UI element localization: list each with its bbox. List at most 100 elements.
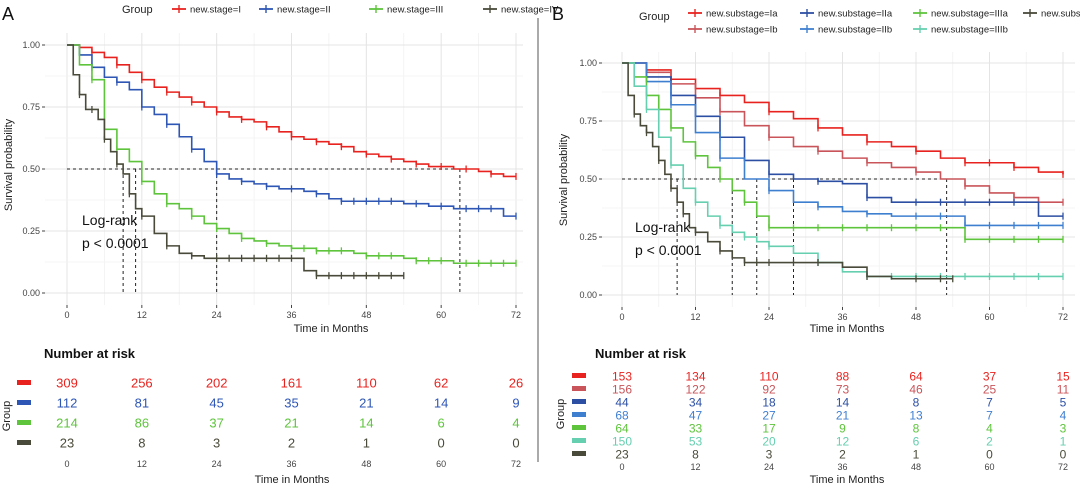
panel-b-risk-2-1: 34	[689, 396, 703, 410]
panel-b-risk-4-0: 64	[615, 422, 629, 436]
panel-a-risk-1-0: 112	[57, 396, 78, 411]
panel-b-risk-2-6: 5	[1060, 396, 1067, 410]
panel-b-risk-5-4: 6	[913, 435, 920, 449]
panel-b-risk-1-5: 25	[983, 383, 997, 397]
panel-b-risk-swatch-2	[572, 399, 586, 404]
panel-a-risk-0-0: 309	[56, 376, 78, 391]
panel-a-xtick-label-0: 0	[64, 310, 69, 320]
panel-b-risk-6-2: 3	[766, 448, 773, 462]
panel-a-risk-swatch-0	[17, 380, 31, 385]
panel-a-survival-curves	[67, 44, 517, 280]
panel-b-risk-3-3: 21	[836, 409, 850, 423]
panel-b-legend-title: Group	[639, 11, 670, 23]
panel-b-risk-title: Number at risk	[595, 346, 687, 361]
panel-b-risk-5-6: 1	[1060, 435, 1067, 449]
panel-a-risk-0-6: 26	[509, 376, 523, 391]
panel-b-logrank-pvalue: p < 0.0001	[635, 242, 702, 258]
panel-b-risk-xtick-3: 36	[837, 462, 847, 472]
panel-b-ytick-label-4: 1.00	[579, 58, 597, 68]
panel-b-risk-1-4: 46	[909, 383, 923, 397]
panel-b-risk-xtick-2: 24	[764, 462, 774, 472]
panel-b-x-axis-label: Time in Months	[810, 323, 885, 335]
panel-b-risk-xtick-1: 12	[690, 462, 700, 472]
panel-b-risk-4-4: 8	[913, 422, 920, 436]
panel-b-risk-3-1: 47	[689, 409, 703, 423]
panel-a-xtick-label-5: 60	[436, 310, 446, 320]
panel-b-risk-1-3: 73	[836, 383, 850, 397]
panel-a-risk-0-2: 202	[206, 376, 228, 391]
panel-a-risk-group-label: Group	[1, 401, 13, 432]
panel-b-y-axis-label: Survival probability	[558, 133, 570, 226]
panel-a-legend-label-3: new.stage=IV	[501, 5, 559, 16]
panel-a-risk-1-6: 9	[512, 396, 519, 411]
panel-b-xtick-label-6: 72	[1058, 312, 1068, 322]
panel-b-risk-5-5: 2	[986, 435, 993, 449]
panel-b-risk-5-2: 20	[762, 435, 776, 449]
panel-b-risk-xtick-6: 72	[1058, 462, 1068, 472]
panel-a-legend-label-0: new.stage=I	[190, 5, 241, 16]
panel-b-legend-label-1: new.substage=Ib	[706, 25, 778, 36]
panel-b-risk-1-1: 122	[685, 383, 705, 397]
panel-a-xtick-label-3: 36	[286, 310, 296, 320]
panel-a-risk-x-label: Time in Months	[255, 474, 330, 486]
panel-a-risk-2-6: 4	[512, 416, 519, 431]
panel-b-risk-4-3: 9	[839, 422, 846, 436]
panel-b-risk-3-5: 7	[986, 409, 993, 423]
panel-b-risk-swatch-5	[572, 438, 586, 443]
panel-b-risk-4-1: 33	[689, 422, 703, 436]
panel-a-risk-1-5: 14	[434, 396, 448, 411]
panel-b-legend-label-0: new.substage=Ia	[706, 9, 778, 20]
panel-a-risk-xtick-6: 72	[511, 459, 521, 469]
panel-a-ytick-label-3: 0.75	[22, 102, 40, 112]
panel-a-legend-label-2: new.stage=III	[387, 5, 443, 16]
panel-b-legend-label-5: new.substage=IIIb	[931, 25, 1008, 36]
panel-b-risk-3-4: 13	[909, 409, 923, 423]
panel-b-xtick-label-0: 0	[619, 312, 624, 322]
panel-b-risk-swatch-4	[572, 425, 586, 430]
panel-a-risk-1-4: 21	[359, 396, 373, 411]
panel-a-xtick-label-1: 12	[137, 310, 147, 320]
panel-a-risk-swatch-3	[17, 440, 31, 445]
panel-a-risk-3-6: 0	[512, 436, 519, 451]
panel-a-risk-title: Number at risk	[44, 346, 136, 361]
panel-a-risk-1-2: 45	[209, 396, 223, 411]
panel-b-xtick-label-2: 24	[764, 312, 774, 322]
panel-b-risk-1-6: 11	[1057, 383, 1070, 397]
panel-b-risk-2-5: 7	[986, 396, 993, 410]
panel-b-xtick-label-1: 12	[690, 312, 700, 322]
panel-b-risk-swatch-0	[572, 373, 586, 378]
panel-a-xtick-label-2: 24	[212, 310, 222, 320]
panel-b-risk-0-2: 110	[759, 370, 778, 384]
panel-a-risk-1-1: 81	[135, 396, 149, 411]
panel-b-curve-4	[622, 62, 1063, 241]
panel-a-risk-3-5: 0	[438, 436, 445, 451]
panel-a-legend-title: Group	[122, 4, 153, 16]
panel-b-risk-3-0: 68	[615, 409, 629, 423]
panel-b-risk-6-5: 0	[986, 448, 993, 462]
panel-a-risk-swatch-2	[17, 420, 31, 425]
panel-b-xtick-label-4: 48	[911, 312, 921, 322]
panel-b-risk-xtick-4: 48	[911, 462, 921, 472]
panel-b-risk-3-6: 4	[1060, 409, 1067, 423]
panel-b-ytick-label-2: 0.50	[579, 174, 597, 184]
panel-a-risk-3-0: 23	[60, 436, 74, 451]
panel-b-axes: 0 12 24 36 48 60 72 0.00 0.25 0.50 0.75 1.00	[579, 58, 1068, 322]
panel-a-risk-xtick-2: 24	[212, 459, 222, 469]
panel-b-risk-swatch-3	[572, 412, 586, 417]
panel-b-risk-5-3: 12	[836, 435, 850, 449]
panel-b-risk-0-6: 15	[1056, 370, 1070, 384]
panel-a-risk-3-3: 2	[288, 436, 295, 451]
panel-a-risk-2-3: 21	[284, 416, 298, 431]
panel-a-letter: A	[2, 4, 14, 24]
panel-a-legend: new.stage=I new.stage=II new.stage=III new.…	[172, 5, 559, 16]
panel-b-risk-xtick-5: 60	[984, 462, 994, 472]
panel-a-risk-2-4: 14	[359, 416, 373, 431]
panel-a-logrank-label: Log-rank	[82, 212, 138, 228]
panel-a-risk-1-3: 35	[284, 396, 298, 411]
panel-b-legend-label-6: new.substage=IIIc	[1041, 9, 1080, 20]
panel-b-survival-curves	[622, 62, 1064, 283]
panel-a-ytick-label-2: 0.50	[22, 164, 40, 174]
panel-b-risk-x-label: Time in Months	[810, 474, 885, 486]
